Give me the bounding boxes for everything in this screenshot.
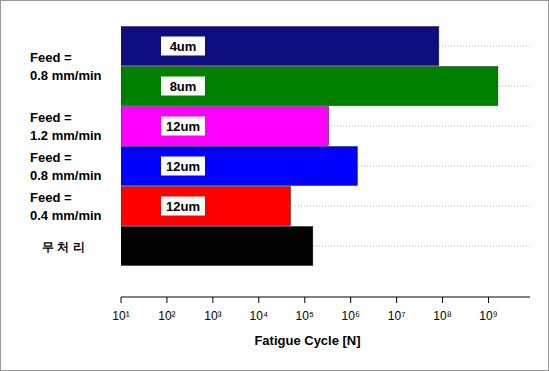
category-label: 12um [166, 119, 200, 134]
x-tick [166, 297, 167, 303]
x-tick [488, 297, 489, 303]
x-tick-label: 10³ [204, 309, 221, 323]
category-label: 12um [166, 199, 200, 214]
x-tick [212, 297, 213, 303]
bar [121, 187, 291, 226]
category-label: 12um [166, 159, 200, 174]
label-box [161, 157, 205, 176]
x-axis [121, 297, 530, 298]
bar [121, 107, 329, 146]
bar [121, 27, 439, 66]
label-box [161, 37, 205, 56]
group-label: Feed = [30, 110, 72, 125]
x-tick [442, 297, 443, 303]
bar [121, 227, 313, 266]
x-tick-label: 10⁸ [433, 309, 451, 323]
chart: 4um 8um 12um 12um 12um Feed = 0.8 mm/min Feed =… [0, 0, 549, 371]
x-tick [121, 297, 122, 303]
x-tick-label: 10⁴ [250, 309, 269, 323]
category-label: 8um [170, 79, 197, 94]
x-tick-label: 10⁹ [479, 309, 498, 323]
group-label: 무 처 리 [42, 240, 85, 254]
frame [1, 1, 549, 371]
bar [121, 147, 357, 186]
group-label: Feed = [30, 190, 72, 205]
group-label: Feed = [30, 50, 72, 65]
group-label: 1.2 mm/min [30, 128, 102, 143]
x-tick-label: 10⁶ [342, 309, 360, 323]
x-tick [396, 297, 397, 303]
x-tick [350, 297, 351, 303]
x-tick-label: 10⁷ [388, 309, 406, 323]
x-tick [258, 297, 259, 303]
label-box [161, 77, 205, 96]
category-label: 4um [170, 39, 197, 54]
group-label: Feed = [30, 150, 72, 165]
bars [121, 27, 498, 266]
x-axis-title: Fatigue Cycle [N] [254, 333, 360, 348]
group-label: 0.8 mm/min [30, 168, 102, 183]
bar [121, 67, 498, 106]
x-tick-label: 10⁵ [296, 309, 314, 323]
x-tick [304, 297, 305, 303]
group-label: 0.4 mm/min [30, 208, 102, 223]
x-tick-label: 10¹ [112, 309, 129, 323]
label-box [161, 197, 205, 216]
label-box [161, 117, 205, 136]
x-tick-label: 10² [158, 309, 175, 323]
group-label: 0.8 mm/min [30, 68, 102, 83]
